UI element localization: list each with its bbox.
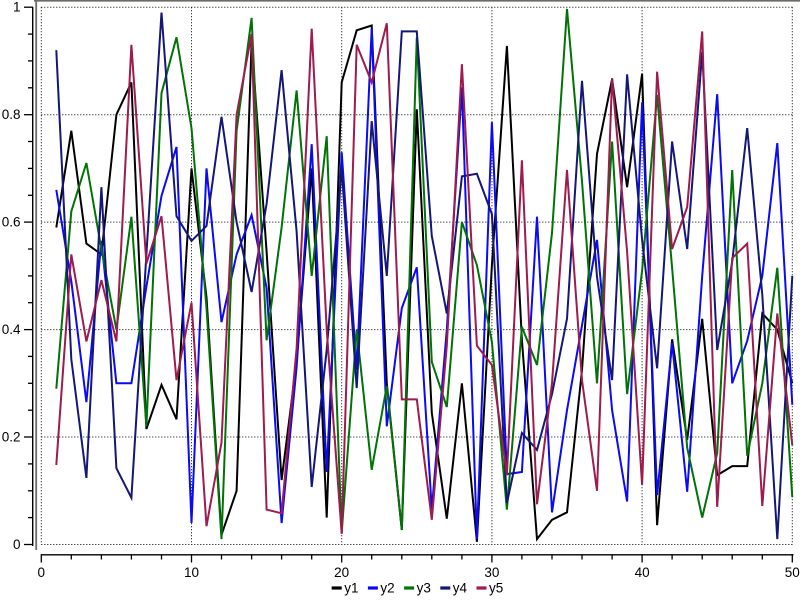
svg-text:y3: y3 bbox=[417, 581, 431, 596]
svg-text:y2: y2 bbox=[380, 581, 394, 596]
svg-text:40: 40 bbox=[635, 565, 650, 580]
svg-text:y5: y5 bbox=[489, 581, 503, 596]
svg-text:30: 30 bbox=[484, 565, 499, 580]
svg-text:1: 1 bbox=[13, 0, 21, 15]
svg-text:20: 20 bbox=[334, 565, 349, 580]
svg-text:0.6: 0.6 bbox=[2, 215, 21, 230]
svg-text:0: 0 bbox=[38, 565, 46, 580]
svg-text:y1: y1 bbox=[344, 581, 358, 596]
svg-text:50: 50 bbox=[785, 565, 800, 580]
svg-text:0.4: 0.4 bbox=[2, 322, 21, 337]
svg-text:0.2: 0.2 bbox=[2, 430, 21, 445]
svg-text:0.8: 0.8 bbox=[2, 107, 21, 122]
svg-text:0: 0 bbox=[13, 537, 21, 552]
svg-text:10: 10 bbox=[184, 565, 199, 580]
svg-text:y4: y4 bbox=[453, 581, 468, 596]
